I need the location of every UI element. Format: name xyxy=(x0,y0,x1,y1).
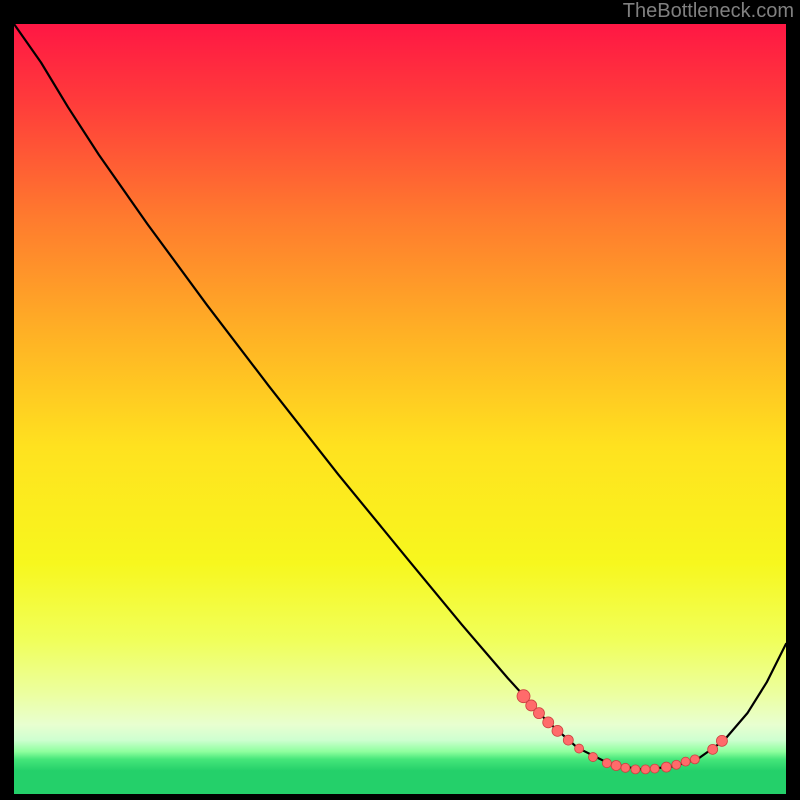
marker-point xyxy=(650,764,659,773)
chart-area xyxy=(14,24,786,794)
marker-point xyxy=(681,757,690,766)
marker-point xyxy=(690,755,699,764)
marker-point xyxy=(631,765,640,774)
marker-point xyxy=(533,708,544,719)
footer-bar xyxy=(14,771,786,794)
watermark-text: TheBottleneck.com xyxy=(623,0,794,23)
marker-point xyxy=(563,735,573,745)
marker-point xyxy=(661,762,671,772)
chart-container: TheBottleneck.com xyxy=(0,0,800,800)
marker-point xyxy=(708,744,718,754)
marker-point xyxy=(602,759,611,768)
marker-point xyxy=(589,753,598,762)
marker-point xyxy=(641,765,650,774)
marker-point xyxy=(621,763,630,772)
marker-point xyxy=(716,735,727,746)
marker-point xyxy=(611,761,621,771)
marker-point xyxy=(543,717,554,728)
marker-point xyxy=(672,760,681,769)
chart-svg xyxy=(14,24,786,794)
marker-point xyxy=(552,725,563,736)
marker-point xyxy=(575,744,584,753)
gradient-background xyxy=(14,24,786,794)
